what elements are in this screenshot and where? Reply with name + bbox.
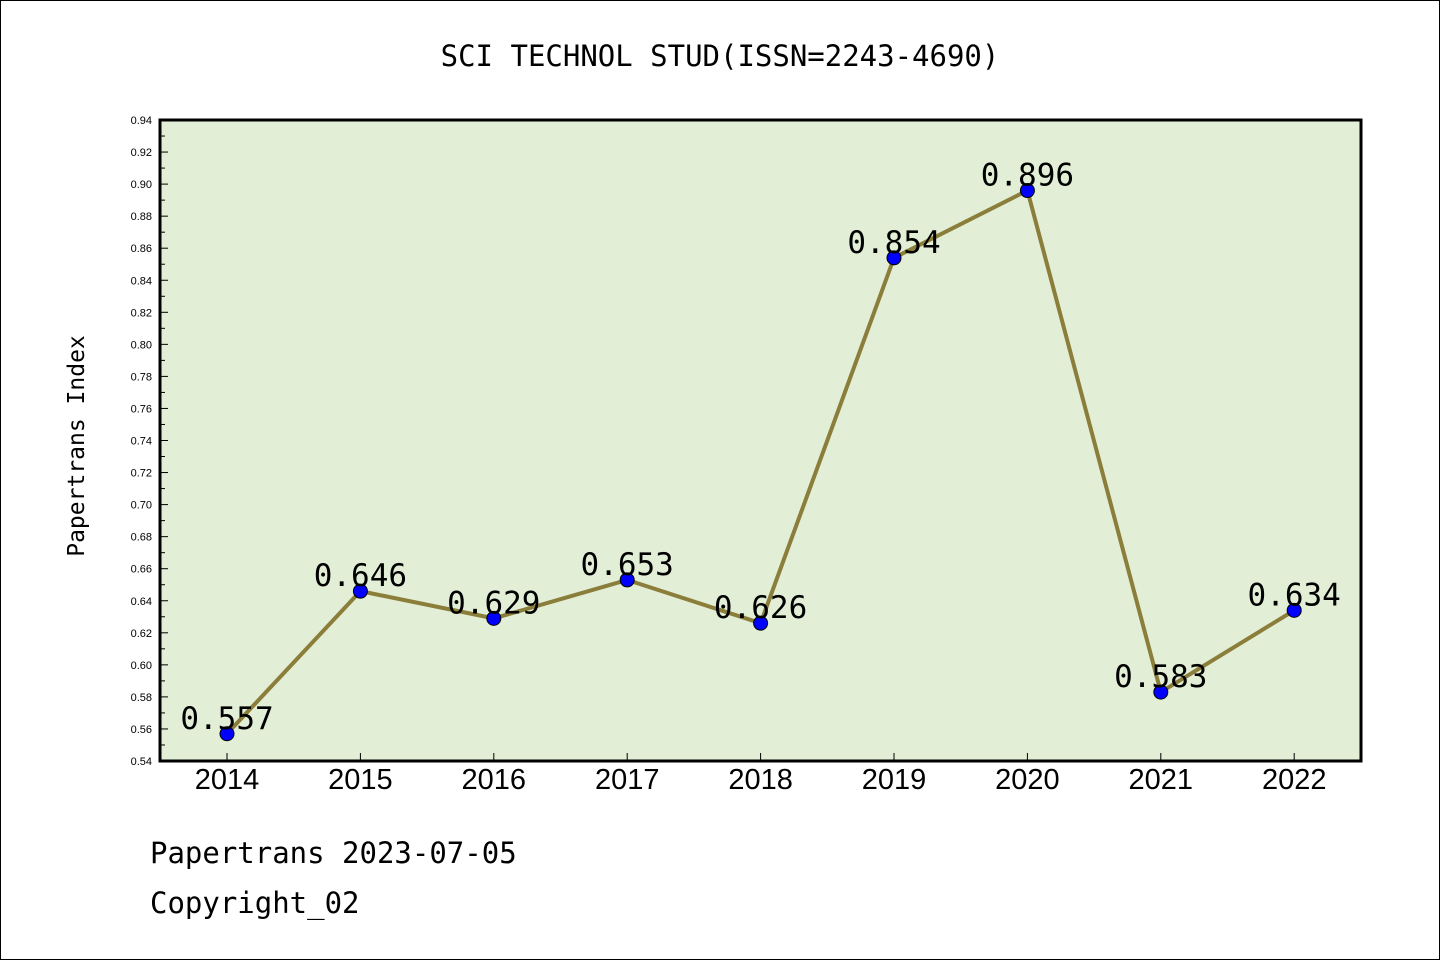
y-tick-label: 0.84 bbox=[131, 275, 152, 287]
data-point bbox=[619, 572, 635, 588]
y-tick-label: 0.94 bbox=[131, 115, 152, 127]
x-tick-label: 2016 bbox=[462, 764, 527, 796]
y-axis-label: Papertrans Index bbox=[64, 335, 90, 557]
data-point bbox=[753, 615, 769, 631]
plot-area bbox=[158, 118, 1363, 763]
x-axis: 2014 2015 2016 2017 2018 2019 2020 2021 2022 bbox=[195, 753, 1327, 796]
data-point bbox=[1153, 684, 1169, 700]
data-point bbox=[1019, 183, 1035, 199]
x-tick-label: 2022 bbox=[1262, 764, 1327, 796]
y-tick-label: 0.88 bbox=[131, 211, 152, 223]
y-tick-label: 0.80 bbox=[131, 339, 152, 351]
data-point bbox=[219, 726, 235, 742]
data-point bbox=[486, 610, 502, 626]
footer-copyright: Copyright_02 bbox=[150, 886, 360, 920]
x-tick-label: 2018 bbox=[728, 764, 793, 796]
y-tick-label: 0.64 bbox=[131, 596, 152, 608]
footer-date: Papertrans 2023-07-05 bbox=[150, 836, 517, 870]
x-tick-label: 2021 bbox=[1129, 764, 1194, 796]
y-tick-label: 0.68 bbox=[131, 532, 152, 544]
y-tick-label: 0.62 bbox=[131, 628, 152, 640]
y-tick-label: 0.60 bbox=[131, 660, 152, 672]
y-tick-label: 0.78 bbox=[131, 371, 152, 383]
data-labels-group: 0.557 0.646 0.629 0.653 0.626 0.854 0.896 0.583… bbox=[180, 158, 1341, 737]
data-label: 0.629 bbox=[447, 585, 540, 621]
data-label: 0.557 bbox=[180, 701, 273, 737]
x-tick-label: 2014 bbox=[195, 764, 260, 796]
y-tick-label: 0.70 bbox=[131, 500, 152, 512]
data-label: 0.854 bbox=[847, 225, 940, 261]
y-tick-label: 0.82 bbox=[131, 307, 152, 319]
data-label: 0.646 bbox=[314, 558, 407, 594]
x-tick-label: 2017 bbox=[595, 764, 660, 796]
data-markers bbox=[219, 183, 1302, 742]
x-tick-label: 2015 bbox=[328, 764, 393, 796]
data-point bbox=[1286, 602, 1302, 618]
y-tick-label: 0.92 bbox=[131, 147, 152, 159]
chart-title: SCI TECHNOL STUD(ISSN=2243-4690) bbox=[441, 39, 1000, 73]
x-tick-label: 2020 bbox=[995, 764, 1060, 796]
data-label: 0.896 bbox=[981, 158, 1074, 194]
y-axis: 0.54 0.56 0.58 0.60 0.62 0.64 0.66 0.68 0.70 0.72… bbox=[131, 115, 168, 768]
x-tick-label: 2019 bbox=[862, 764, 927, 796]
data-label: 0.583 bbox=[1114, 659, 1207, 695]
y-tick-label: 0.54 bbox=[131, 756, 152, 768]
y-tick-label: 0.74 bbox=[131, 436, 152, 448]
y-tick-label: 0.86 bbox=[131, 243, 152, 255]
y-tick-label: 0.58 bbox=[131, 692, 152, 704]
y-tick-label: 0.76 bbox=[131, 403, 152, 415]
data-label: 0.653 bbox=[581, 547, 674, 583]
data-point bbox=[352, 583, 368, 599]
y-tick-label: 0.90 bbox=[131, 179, 152, 191]
y-tick-label: 0.72 bbox=[131, 468, 152, 480]
y-tick-label: 0.66 bbox=[131, 564, 152, 576]
data-point bbox=[886, 250, 902, 266]
data-label: 0.626 bbox=[714, 590, 807, 626]
y-tick-label: 0.56 bbox=[131, 724, 152, 736]
data-label: 0.634 bbox=[1248, 577, 1341, 613]
